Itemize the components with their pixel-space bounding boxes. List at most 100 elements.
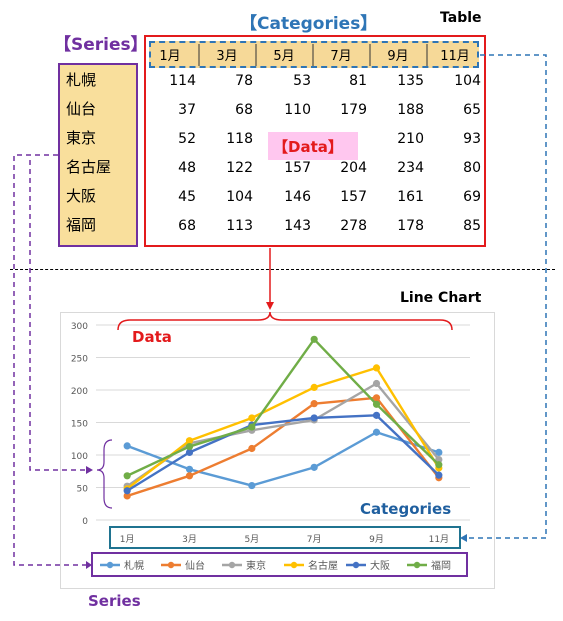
x-tick-label: 3月: [182, 534, 197, 545]
table-category-header: 1月: [159, 49, 180, 64]
table-cell-value: 53: [293, 73, 311, 89]
categories-label-top: 【Categories】: [240, 14, 378, 34]
x-tick-label: 9月: [369, 534, 384, 545]
table-cell-value: 179: [340, 102, 367, 118]
table-cell-value: 234: [397, 160, 424, 176]
table-cell-value: 118: [226, 131, 253, 147]
table-category-header: 11月: [440, 49, 470, 64]
legend-label: 名古屋: [308, 559, 338, 572]
table-cell-value: 122: [226, 160, 253, 176]
x-tick-label: 1月: [120, 534, 135, 545]
data-point: [248, 414, 256, 422]
legend-marker: [228, 561, 236, 569]
table-category-header: 3月: [216, 49, 237, 64]
table-cell-value: 68: [235, 102, 253, 118]
categories-connector: [464, 54, 547, 539]
categories-arrow-head: [460, 534, 467, 542]
data-point: [310, 383, 318, 391]
legend-marker: [290, 561, 298, 569]
table-cell-value: 188: [397, 102, 424, 118]
series-line: [126, 366, 440, 490]
legend-label: 仙台: [185, 559, 205, 572]
data-arrow-head: [266, 302, 274, 310]
table-cell-value: 146: [284, 189, 311, 205]
section-divider: [10, 269, 555, 270]
y-tick-label: 50: [77, 485, 89, 495]
table-cell-value: 48: [178, 160, 196, 176]
data-point: [185, 442, 194, 451]
data-point: [248, 481, 256, 490]
data-point: [372, 428, 381, 436]
series-connector-legend: [13, 154, 88, 566]
series-brace-arrow-head: [86, 466, 93, 474]
table-label: Table: [440, 10, 482, 26]
legend-marker: [352, 561, 360, 569]
table-series-name: 仙台: [66, 100, 96, 118]
data-overlay-box: [268, 132, 358, 160]
table-cell-value: 135: [397, 73, 424, 89]
data-point: [123, 492, 131, 500]
legend-label: 札幌: [124, 559, 144, 572]
table-category-header: 5月: [273, 49, 294, 64]
table-cell-value: 278: [340, 218, 367, 234]
data-brace: [117, 311, 453, 331]
y-tick-label: 200: [71, 387, 88, 397]
series-line: [126, 414, 440, 492]
table-cell-value: 81: [349, 73, 367, 89]
data-point: [372, 364, 381, 372]
table-series-name: 札幌: [66, 71, 96, 89]
data-point: [185, 448, 194, 456]
data-point: [372, 379, 381, 388]
series-label-top: 【Series】: [54, 35, 148, 55]
series-line: [126, 382, 440, 488]
data-label-bottom: Data: [132, 328, 172, 346]
table-cell-value: 37: [178, 102, 196, 118]
data-table-frame: [144, 35, 486, 247]
y-tick-label: 300: [71, 322, 88, 332]
table-cell-value: 80: [463, 160, 481, 176]
data-point: [185, 472, 194, 480]
table-cell-value: 69: [463, 189, 481, 205]
y-tick-label: 100: [71, 452, 88, 462]
table-series-name: 大阪: [66, 187, 96, 205]
data-point: [248, 423, 256, 431]
data-point: [435, 471, 443, 479]
legend-label: 大阪: [370, 559, 390, 572]
categories-label-bottom: Categories: [360, 500, 452, 518]
legend-label: 東京: [246, 559, 266, 572]
table-cell-value: 68: [178, 218, 196, 234]
series-connector-brace: [29, 160, 88, 471]
table-cell-value: 143: [284, 218, 311, 234]
table-cell-value: 65: [463, 102, 481, 118]
legend-marker: [167, 561, 175, 569]
table-cell-value: 114: [169, 73, 196, 89]
table-cell-value: 157: [340, 189, 367, 205]
data-point: [123, 442, 131, 450]
series-brace: [96, 439, 113, 509]
series-line: [126, 338, 440, 477]
table-series-name: 福岡: [66, 216, 96, 234]
table-cell-value: 178: [397, 218, 424, 234]
table-series-name: 名古屋: [66, 158, 111, 176]
data-point: [310, 414, 318, 422]
x-tick-label: 5月: [244, 534, 259, 545]
x-tick-label: 7月: [307, 534, 322, 545]
legend-frame: [91, 552, 468, 577]
legend-marker: [413, 561, 421, 569]
series-line: [126, 396, 440, 498]
data-point: [435, 461, 443, 469]
data-point: [435, 448, 443, 456]
category-axis-frame: [109, 526, 461, 549]
table-cell-value: 93: [463, 131, 481, 147]
table-cell-value: 104: [226, 189, 253, 205]
data-point: [248, 444, 256, 453]
table-cell-value: 104: [454, 73, 481, 89]
data-point: [372, 411, 381, 419]
table-series-name: 東京: [66, 129, 96, 147]
table-cell-value: 161: [397, 189, 424, 205]
data-point: [123, 472, 131, 480]
data-point: [185, 465, 194, 473]
table-cell-value: 85: [463, 218, 481, 234]
